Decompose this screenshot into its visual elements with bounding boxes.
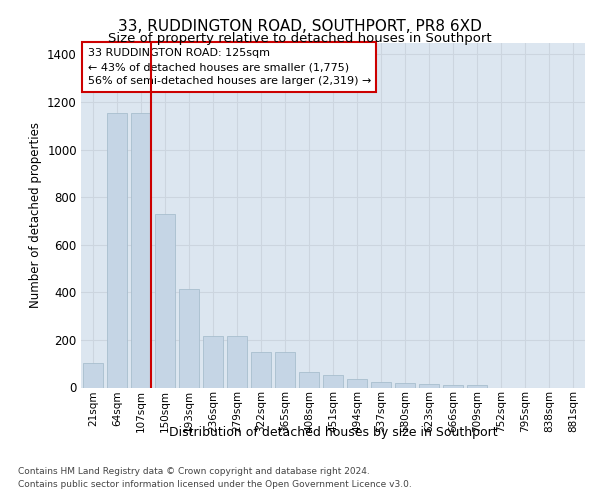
Y-axis label: Number of detached properties: Number of detached properties bbox=[29, 122, 41, 308]
Text: 33 RUDDINGTON ROAD: 125sqm
← 43% of detached houses are smaller (1,775)
56% of s: 33 RUDDINGTON ROAD: 125sqm ← 43% of deta… bbox=[88, 48, 371, 86]
Bar bbox=[179, 289, 199, 388]
Bar bbox=[323, 375, 343, 388]
Bar bbox=[107, 112, 127, 388]
Text: 33, RUDDINGTON ROAD, SOUTHPORT, PR8 6XD: 33, RUDDINGTON ROAD, SOUTHPORT, PR8 6XD bbox=[118, 19, 482, 34]
Bar bbox=[155, 214, 175, 388]
Text: Size of property relative to detached houses in Southport: Size of property relative to detached ho… bbox=[108, 32, 492, 45]
Bar bbox=[467, 385, 487, 388]
Text: Distribution of detached houses by size in Southport: Distribution of detached houses by size … bbox=[169, 426, 497, 439]
Bar bbox=[299, 372, 319, 388]
Text: Contains public sector information licensed under the Open Government Licence v3: Contains public sector information licen… bbox=[18, 480, 412, 489]
Bar bbox=[251, 352, 271, 388]
Bar bbox=[443, 384, 463, 388]
Bar bbox=[395, 383, 415, 388]
Bar bbox=[347, 379, 367, 388]
Bar bbox=[83, 362, 103, 388]
Bar bbox=[275, 352, 295, 388]
Bar bbox=[371, 382, 391, 388]
Text: Contains HM Land Registry data © Crown copyright and database right 2024.: Contains HM Land Registry data © Crown c… bbox=[18, 467, 370, 476]
Bar bbox=[419, 384, 439, 388]
Bar bbox=[131, 112, 151, 388]
Bar bbox=[227, 336, 247, 388]
Bar bbox=[203, 336, 223, 388]
